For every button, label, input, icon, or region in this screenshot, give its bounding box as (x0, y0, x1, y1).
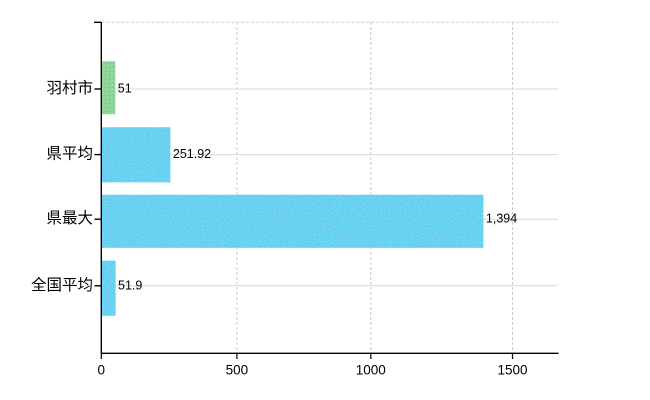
svg-text:1500: 1500 (497, 363, 527, 378)
svg-text:1000: 1000 (356, 363, 386, 378)
svg-text:251.92: 251.92 (173, 147, 211, 161)
svg-text:1,394: 1,394 (486, 212, 517, 226)
svg-text:県平均: 県平均 (46, 145, 93, 163)
svg-text:全国平均: 全国平均 (31, 276, 93, 294)
svg-text:500: 500 (226, 363, 249, 378)
svg-text:羽村市: 羽村市 (46, 79, 93, 97)
svg-text:51.9: 51.9 (118, 278, 142, 292)
svg-text:51: 51 (118, 82, 132, 96)
svg-text:0: 0 (98, 363, 106, 378)
svg-text:県最大: 県最大 (46, 209, 93, 227)
